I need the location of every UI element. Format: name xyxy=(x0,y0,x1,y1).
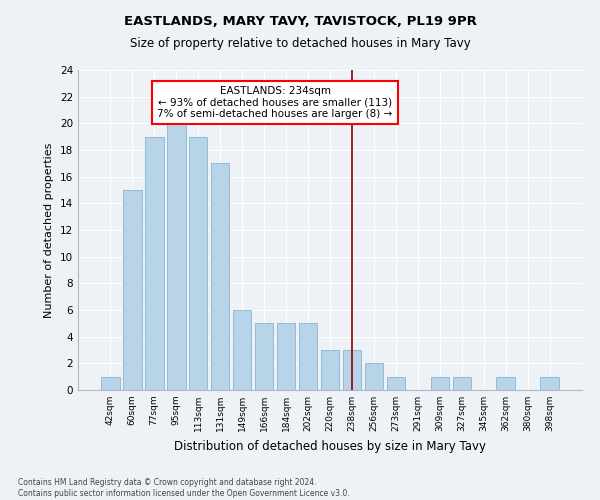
Bar xyxy=(320,350,340,390)
Bar xyxy=(167,124,185,390)
Bar xyxy=(431,376,449,390)
X-axis label: Distribution of detached houses by size in Mary Tavy: Distribution of detached houses by size … xyxy=(174,440,486,452)
Text: EASTLANDS: 234sqm
← 93% of detached houses are smaller (113)
7% of semi-detached: EASTLANDS: 234sqm ← 93% of detached hous… xyxy=(157,86,392,119)
Bar xyxy=(123,190,142,390)
Bar xyxy=(255,324,274,390)
Bar xyxy=(145,136,164,390)
Bar xyxy=(233,310,251,390)
Text: EASTLANDS, MARY TAVY, TAVISTOCK, PL19 9PR: EASTLANDS, MARY TAVY, TAVISTOCK, PL19 9P… xyxy=(124,15,476,28)
Bar xyxy=(496,376,515,390)
Bar xyxy=(452,376,471,390)
Text: Contains HM Land Registry data © Crown copyright and database right 2024.
Contai: Contains HM Land Registry data © Crown c… xyxy=(18,478,350,498)
Bar xyxy=(299,324,317,390)
Bar xyxy=(343,350,361,390)
Bar xyxy=(541,376,559,390)
Bar xyxy=(365,364,383,390)
Bar xyxy=(277,324,295,390)
Text: Size of property relative to detached houses in Mary Tavy: Size of property relative to detached ho… xyxy=(130,38,470,51)
Bar xyxy=(211,164,229,390)
Y-axis label: Number of detached properties: Number of detached properties xyxy=(44,142,55,318)
Bar xyxy=(101,376,119,390)
Bar xyxy=(386,376,405,390)
Bar xyxy=(189,136,208,390)
